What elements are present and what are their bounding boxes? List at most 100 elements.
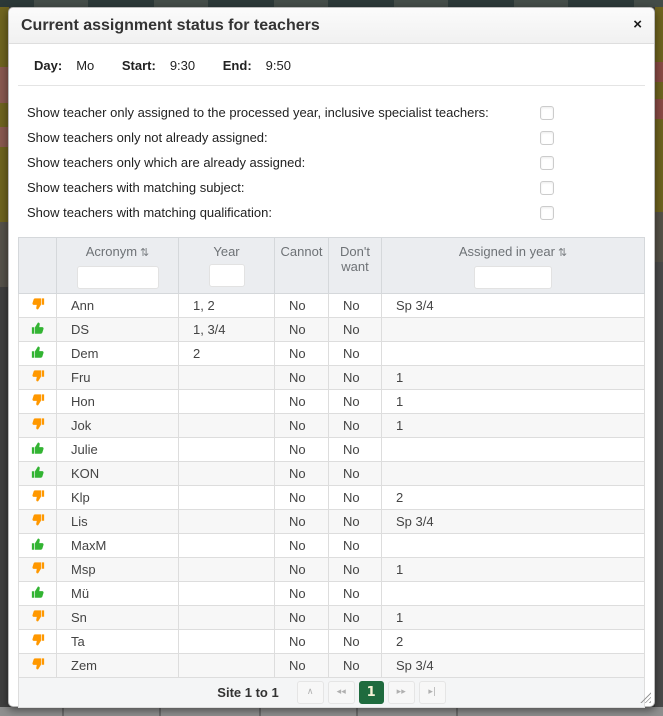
thumb-up-icon [31,321,45,335]
table-row[interactable]: Msp No No 1 [18,557,645,582]
cannot-cell: No [274,509,329,534]
year-cell [178,413,275,438]
assigned-header-label: Assigned in year ⇅ [458,244,568,259]
dialog-body: Day: Mo Start: 9:30 End: 9:50 Show teacher … [9,44,654,708]
sort-icon: ⇅ [557,247,568,259]
assigned-cell [381,317,645,342]
year-cell [178,605,275,630]
filter-label: Show teachers with matching subject: [27,180,245,195]
table-row[interactable]: Ann 1, 2 No No Sp 3/4 [18,293,645,318]
thumb-down-icon [31,297,45,311]
assignment-status-dialog: Current assignment status for teachers ×… [8,7,655,708]
table-row[interactable]: Dem 2 No No [18,341,645,366]
acronym-column-header[interactable]: Acronym ⇅ [56,237,179,294]
table-row[interactable]: Sn No No 1 [18,605,645,630]
cannot-cell: No [274,461,329,486]
dont-want-cell: No [328,317,382,342]
cannot-column-header: Cannot [274,237,329,294]
cannot-cell: No [274,413,329,438]
thumb-down-icon [31,417,45,431]
dont-want-cell: No [328,413,382,438]
cannot-cell: No [274,653,329,678]
year-cell [178,509,275,534]
page-1-button[interactable]: 1 [358,681,384,704]
table-row[interactable]: MaxM No No [18,533,645,558]
year-filter-input[interactable] [208,264,245,287]
first-page-button[interactable]: ∧ [296,681,324,704]
table-row[interactable]: Mü No No [18,581,645,606]
sort-icon: ⇅ [140,247,150,259]
thumb-up-icon [31,585,45,599]
filter-row: Show teachers only which are already ass… [27,150,645,175]
year-cell [178,629,275,654]
status-cell [18,365,57,390]
acronym-cell: Dem [56,341,179,366]
filter-checkbox[interactable] [540,205,554,220]
acronym-cell: Julie [56,437,179,462]
cannot-cell: No [274,341,329,366]
cannot-cell: No [274,629,329,654]
status-cell [18,605,57,630]
year-cell: 1, 3/4 [178,317,275,342]
table-row[interactable]: Hon No No 1 [18,389,645,414]
acronym-cell: Klp [56,485,179,510]
assigned-column-header[interactable]: Assigned in year ⇅ [381,237,645,294]
year-cell [178,437,275,462]
year-column-header: Year [178,237,275,294]
table-row[interactable]: KON No No [18,461,645,486]
dont-want-cell: No [328,341,382,366]
assigned-cell [381,461,645,486]
dont-want-header-label: Don't want [340,244,370,274]
dont-want-cell: No [328,485,382,510]
year-cell [178,389,275,414]
table-row[interactable]: DS 1, 3/4 No No [18,317,645,342]
next-page-button[interactable]: ▸▸ [387,681,415,704]
table-row[interactable]: Klp No No 2 [18,485,645,510]
table-row[interactable]: Ta No No 2 [18,629,645,654]
table-row[interactable]: Zem No No Sp 3/4 [18,653,645,678]
background-page-right [655,7,663,707]
filter-checkbox[interactable] [540,105,554,120]
assigned-cell: 2 [381,629,645,654]
thumb-up-icon [31,441,45,455]
thumb-down-icon [31,657,45,671]
prev-page-button[interactable]: ◂◂ [327,681,355,704]
filter-row: Show teachers with matching subject: [27,175,645,200]
thumb-up-icon [31,537,45,551]
thumb-down-icon [31,609,45,623]
table-row[interactable]: Jok No No 1 [18,413,645,438]
filter-checkbox[interactable] [540,180,554,195]
table-row[interactable]: Lis No No Sp 3/4 [18,509,645,534]
dont-want-cell: No [328,557,382,582]
cannot-cell: No [274,437,329,462]
end-label: End: [222,58,252,73]
assigned-cell: Sp 3/4 [381,293,645,318]
thumb-up-icon [31,345,45,359]
teacher-table: Acronym ⇅ Year Cannot Don't want [18,237,645,678]
table-row[interactable]: Julie No No [18,437,645,462]
filter-label: Show teachers with matching qualificatio… [27,205,272,220]
close-icon[interactable]: × [633,16,642,33]
acronym-cell: Msp [56,557,179,582]
year-cell [178,485,275,510]
dialog-title: Current assignment status for teachers [21,17,320,34]
year-header-label: Year [213,244,240,259]
assigned-cell: 1 [381,389,645,414]
cannot-cell: No [274,533,329,558]
filter-row: Show teachers with matching qualificatio… [27,200,645,225]
cannot-cell: No [274,485,329,510]
filter-label: Show teachers only which are already ass… [27,155,306,170]
assigned-filter-input[interactable] [474,266,552,289]
dont-want-cell: No [328,509,382,534]
thumb-down-icon [31,369,45,383]
last-page-button[interactable]: ▸| [418,681,446,704]
table-row[interactable]: Fru No No 1 [18,365,645,390]
filter-label: Show teachers only not already assigned: [27,130,268,145]
acronym-filter-input[interactable] [76,266,159,289]
resize-handle-icon[interactable] [640,692,651,703]
acronym-cell: MaxM [56,533,179,558]
divider [18,85,645,86]
filter-checkbox[interactable] [540,155,554,170]
filter-checkbox[interactable] [540,130,554,145]
thumb-down-icon [31,633,45,647]
